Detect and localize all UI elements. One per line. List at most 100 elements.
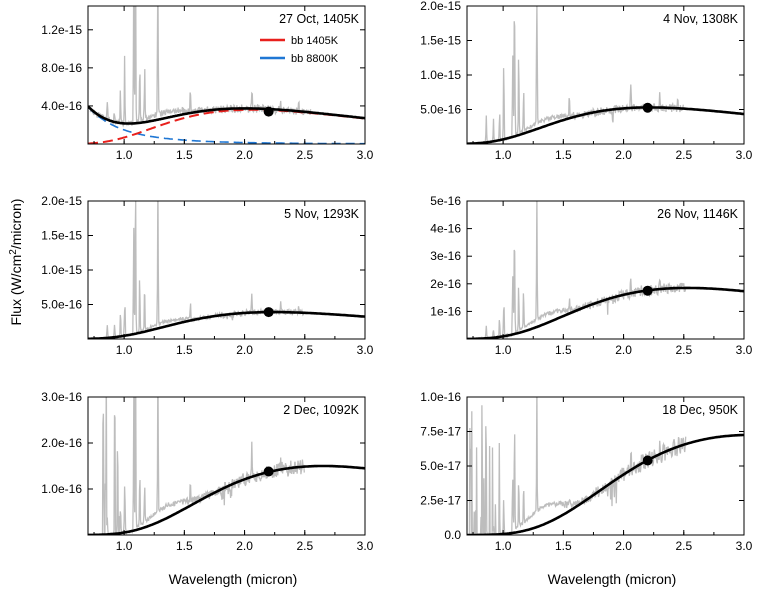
photometry-point <box>642 102 653 113</box>
photometry-point <box>642 455 653 466</box>
y-tick-label: 1.2e-15 <box>41 23 82 37</box>
panels: 1.0 1.5 2.0 2.5 3.0 4.0e-16 8.0e-16 1.2e-15 27 O… <box>41 0 752 553</box>
model-curve <box>467 106 744 144</box>
bb-1405k-curve <box>88 108 365 144</box>
x-tick-label: 1.0 <box>116 343 133 357</box>
panel-2: 1.0 1.5 2.0 2.5 3.0 5.0e-16 1.0e-15 1.5e-15 2.0e… <box>420 0 752 162</box>
bb-8800k-curve <box>88 106 365 144</box>
y-tick-label: 1.5e-15 <box>420 34 461 48</box>
x-tick-label: 2.5 <box>296 343 313 357</box>
x-tick-label: 1.5 <box>176 148 193 162</box>
x-tick-label: 1.0 <box>116 148 133 162</box>
panel-4: 1.0 1.5 2.0 2.5 3.0 1e-16 2e-16 3e-16 4e-16 5e-16… <box>430 194 753 357</box>
x-tick-label: 2.0 <box>615 539 632 553</box>
plot-frame <box>87 5 366 145</box>
x-tick-label: 1.5 <box>555 343 572 357</box>
y-axis-label-sup: 2 <box>8 249 19 255</box>
plot-area <box>467 397 744 535</box>
x-tick-label: 3.0 <box>357 539 374 553</box>
photometry-point <box>263 307 274 318</box>
x-tick-label: 3.0 <box>357 343 374 357</box>
x-tick-label: 2.5 <box>675 148 692 162</box>
y-tick-label: 5.0e-17 <box>420 459 461 473</box>
y-tick-label: 2.0e-16 <box>41 436 82 450</box>
x-tick-label: 3.0 <box>736 343 753 357</box>
panel-1: 1.0 1.5 2.0 2.5 3.0 4.0e-16 8.0e-16 1.2e-15 27 O… <box>41 5 374 162</box>
model-curve <box>88 310 365 339</box>
panel-title: 4 Nov, 1308K <box>663 12 738 26</box>
panel-title: 2 Dec, 1092K <box>283 403 359 417</box>
y-tick-label: 1.0e-15 <box>420 68 461 82</box>
x-axis-label-right: Wavelength (micron) <box>548 571 677 587</box>
x-tick-label: 3.0 <box>736 539 753 553</box>
x-tick-label: 2.0 <box>615 343 632 357</box>
x-tick-label: 2.0 <box>236 148 253 162</box>
y-tick-label: 8.0e-16 <box>41 61 82 75</box>
x-tick-label: 2.5 <box>296 148 313 162</box>
x-tick-label: 2.5 <box>675 539 692 553</box>
y-axis-label-tail: /micron) <box>8 199 24 250</box>
panel-5: 1.0 1.5 2.0 2.5 3.0 1.0e-16 2.0e-16 3.0e-16 2 De… <box>41 390 374 553</box>
y-tick-label: 7.5e-17 <box>420 425 461 439</box>
y-tick-label: 5.0e-16 <box>420 103 461 117</box>
y-axis-label: Flux (W/cm2/micron) <box>8 199 24 326</box>
y-tick-label: 2.5e-17 <box>420 494 461 508</box>
panel-title: 27 Oct, 1405K <box>279 12 360 26</box>
x-tick-label: 3.0 <box>357 148 374 162</box>
observed-spectrum <box>478 6 684 144</box>
y-tick-label: 5e-16 <box>430 194 461 208</box>
y-tick-label: 5.0e-16 <box>41 298 82 312</box>
panel-title: 26 Nov, 1146K <box>657 207 739 221</box>
photometry-point <box>263 466 274 477</box>
legend-label: bb 8800K <box>291 53 339 65</box>
y-tick-label: 1.5e-15 <box>41 229 82 243</box>
y-tick-label: 1.0e-16 <box>420 390 461 404</box>
x-tick-label: 2.0 <box>236 343 253 357</box>
y-tick-label: 2.0e-15 <box>420 0 461 13</box>
plot-frame <box>466 396 745 536</box>
x-tick-label: 1.5 <box>176 343 193 357</box>
observed-spectrum <box>89 6 312 128</box>
plot-frame <box>466 5 745 145</box>
observed-spectrum <box>99 397 305 535</box>
y-tick-label: 0.0 <box>444 528 461 542</box>
model-sum-curve <box>88 105 365 125</box>
plot-area <box>88 6 365 144</box>
y-tick-label: 1.0e-16 <box>41 482 82 496</box>
x-tick-label: 1.0 <box>495 343 512 357</box>
x-tick-label: 1.0 <box>495 539 512 553</box>
legend-label: bb 1405K <box>291 35 339 47</box>
model-curve <box>467 286 744 339</box>
plot-frame <box>466 200 745 340</box>
plot-area <box>88 397 365 535</box>
y-tick-label: 4e-16 <box>430 222 461 236</box>
observed-spectrum <box>478 201 687 339</box>
x-tick-label: 1.5 <box>176 539 193 553</box>
model-curve <box>88 464 365 535</box>
panel-3: 1.0 1.5 2.0 2.5 3.0 5.0e-16 1.0e-15 1.5e-15 2.0e… <box>41 194 374 357</box>
plot-area <box>88 201 365 339</box>
x-tick-label: 3.0 <box>736 148 753 162</box>
y-tick-label: 3.0e-16 <box>41 390 82 404</box>
y-tick-label: 4.0e-16 <box>41 99 82 113</box>
x-tick-label: 1.0 <box>495 148 512 162</box>
y-axis-label-main: Flux (W/cm <box>8 255 24 326</box>
x-axis-label-left: Wavelength (micron) <box>169 571 298 587</box>
photometry-point <box>263 106 274 117</box>
x-tick-label: 1.5 <box>555 539 572 553</box>
y-tick-label: 1e-16 <box>430 304 461 318</box>
x-tick-label: 1.0 <box>116 539 133 553</box>
y-tick-label: 1.0e-15 <box>41 263 82 277</box>
model-curve <box>467 433 744 535</box>
x-tick-label: 2.5 <box>296 539 313 553</box>
panel-title: 18 Dec, 950K <box>662 403 738 417</box>
x-tick-label: 2.0 <box>236 539 253 553</box>
plot-frame <box>87 396 366 536</box>
panel-title: 5 Nov, 1293K <box>284 207 359 221</box>
photometry-point <box>642 285 653 296</box>
panel-6: 1.0 1.5 2.0 2.5 3.0 0.0 2.5e-17 5.0e-17 7.5e-17 1… <box>420 390 753 553</box>
y-tick-label: 3e-16 <box>430 249 461 263</box>
y-tick-label: 2e-16 <box>430 277 461 291</box>
x-tick-label: 2.0 <box>615 148 632 162</box>
